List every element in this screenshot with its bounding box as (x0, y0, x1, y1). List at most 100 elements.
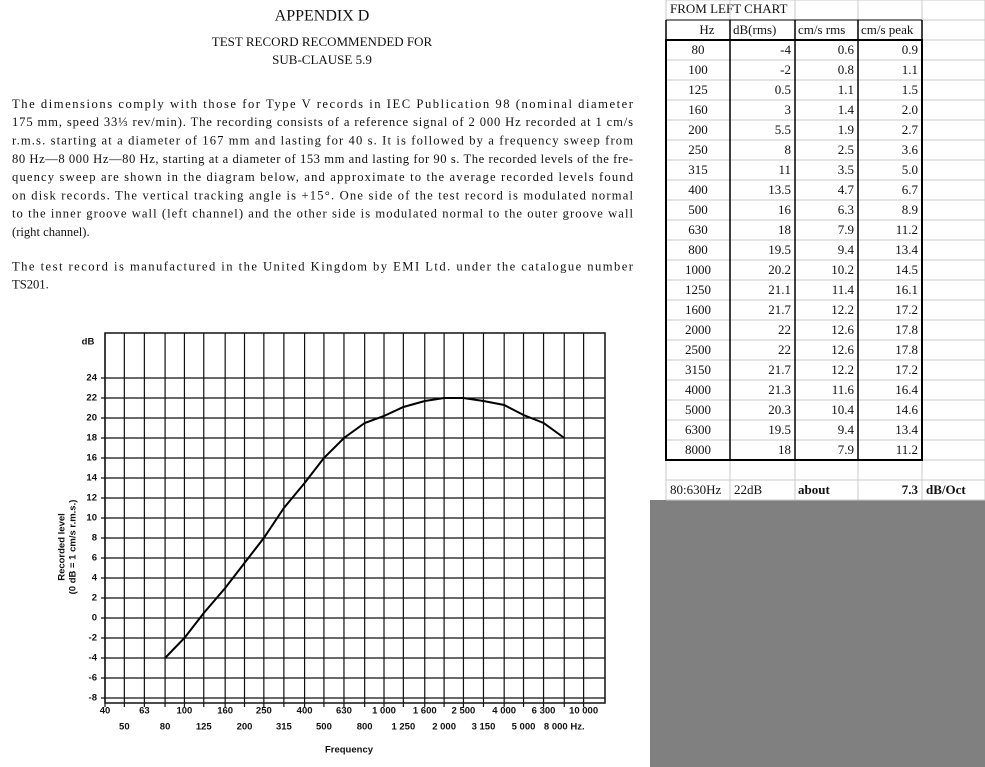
y-tick-label: 6 (92, 553, 97, 564)
cell: 13.4 (895, 242, 918, 257)
cell: 1250 (685, 282, 711, 297)
sheet-title: FROM LEFT CHART (670, 1, 788, 16)
paragraph-line: (right channel). (12, 225, 90, 239)
cell: 2.7 (902, 122, 919, 137)
column-header: dB(rms) (733, 22, 776, 37)
column-header: Hz (699, 22, 714, 37)
cell: 1.1 (902, 62, 918, 77)
cell: 3 (785, 102, 792, 117)
cell: 1600 (685, 302, 711, 317)
x-tick-label: 10 000 (569, 706, 598, 717)
footer-cell: 80:630Hz (670, 482, 722, 497)
cell: 0.9 (902, 42, 918, 57)
cell: 13.4 (895, 422, 918, 437)
cell: -2 (780, 62, 791, 77)
cell: 125 (688, 82, 708, 97)
y-tick-label: 24 (86, 373, 97, 384)
x-tick-label: 2 500 (452, 706, 476, 717)
cell: 10.4 (831, 402, 854, 417)
cell: 7.9 (838, 222, 854, 237)
cell: 3150 (685, 362, 711, 377)
doc-subtitle: TEST RECORD RECOMMENDED FOR (212, 34, 433, 49)
x-tick-label: 250 (256, 706, 272, 717)
cell: 3.6 (902, 142, 919, 157)
cell: 8000 (685, 442, 711, 457)
x-tick-label: 80 (160, 722, 171, 733)
cell: 4000 (685, 382, 711, 397)
x-tick-label: 315 (276, 722, 293, 733)
cell: 2.5 (838, 142, 854, 157)
cell: 630 (688, 222, 708, 237)
x-tick-label: 5 000 (512, 722, 536, 733)
cell: 2000 (685, 322, 711, 337)
paragraph-line: 80 Hz—8 000 Hz—80 Hz, starting at a diam… (12, 152, 633, 166)
cell: 1.1 (838, 82, 854, 97)
cell: 2.0 (902, 102, 918, 117)
cell: 17.2 (895, 362, 918, 377)
y-tick-label: 22 (86, 393, 97, 404)
cell: 100 (688, 62, 708, 77)
x-tick-label: 40 (100, 706, 111, 717)
cell: 8 (785, 142, 792, 157)
cell: 9.4 (838, 242, 855, 257)
cell: 18 (778, 442, 791, 457)
footer-cell: 7.3 (902, 482, 919, 497)
cell: 1000 (685, 262, 711, 277)
y-tick-label: 20 (86, 413, 97, 424)
y-tick-label: -6 (89, 673, 97, 684)
cell: 8.9 (902, 202, 918, 217)
cell: 80 (692, 42, 705, 57)
footer-cell: dB/Oct (926, 482, 966, 497)
x-tick-label: 800 (357, 722, 373, 733)
x-axis-label: Frequency (325, 745, 374, 756)
cell: 12.6 (831, 342, 854, 357)
cell: 16.1 (895, 282, 918, 297)
cell: 1.5 (902, 82, 918, 97)
y-tick-label: 12 (86, 493, 97, 504)
column-header: cm/s peak (861, 22, 914, 37)
x-tick-label: 6 300 (532, 706, 556, 717)
x-tick-label: 3 150 (472, 722, 496, 733)
cell: 16 (778, 202, 792, 217)
paragraph-line: on disk records. The vertical tracking a… (12, 188, 634, 202)
cell: 13.5 (768, 182, 791, 197)
cell: 22 (778, 322, 791, 337)
y-tick-label: -8 (89, 693, 97, 704)
cell: 315 (688, 162, 708, 177)
cell: 250 (688, 142, 708, 157)
cell: 6.3 (838, 202, 854, 217)
cell: 800 (688, 242, 708, 257)
y-tick-label: 16 (86, 453, 97, 464)
y-tick-label: -2 (89, 633, 97, 644)
paragraph-line: to the inner groove wall (left channel) … (12, 207, 633, 221)
cell: 5.0 (902, 162, 918, 177)
cell: 21.3 (768, 382, 791, 397)
cell: 21.7 (768, 302, 791, 317)
cell: 11.6 (832, 382, 855, 397)
y-unit: dB (82, 337, 95, 348)
cell: 3.5 (838, 162, 854, 177)
y-tick-label: -4 (89, 653, 98, 664)
cell: 11 (778, 162, 791, 177)
footer-cell: about (798, 482, 830, 497)
column-header: cm/s rms (798, 22, 845, 37)
table-frame (665, 39, 923, 461)
cell: 12.6 (831, 322, 854, 337)
cell: 4.7 (838, 182, 855, 197)
cell: 10.2 (831, 262, 854, 277)
cell: 200 (688, 122, 708, 137)
cell: 9.4 (838, 422, 855, 437)
y-axis-label: Recorded level (57, 513, 68, 581)
cell: 19.5 (768, 242, 791, 257)
cell: 160 (688, 102, 708, 117)
doc-title: APPENDIX D (275, 8, 370, 25)
y-tick-label: 14 (86, 473, 97, 484)
cell: 16.4 (895, 382, 918, 397)
cell: 5.5 (775, 122, 791, 137)
paragraph-line: The test record is manufactured in the U… (12, 259, 634, 273)
x-tick-label: 63 (139, 706, 150, 717)
x-tick-label: 1 600 (413, 706, 437, 717)
doc-subtitle: SUB-CLAUSE 5.9 (272, 52, 372, 67)
cell: 14.5 (895, 262, 918, 277)
